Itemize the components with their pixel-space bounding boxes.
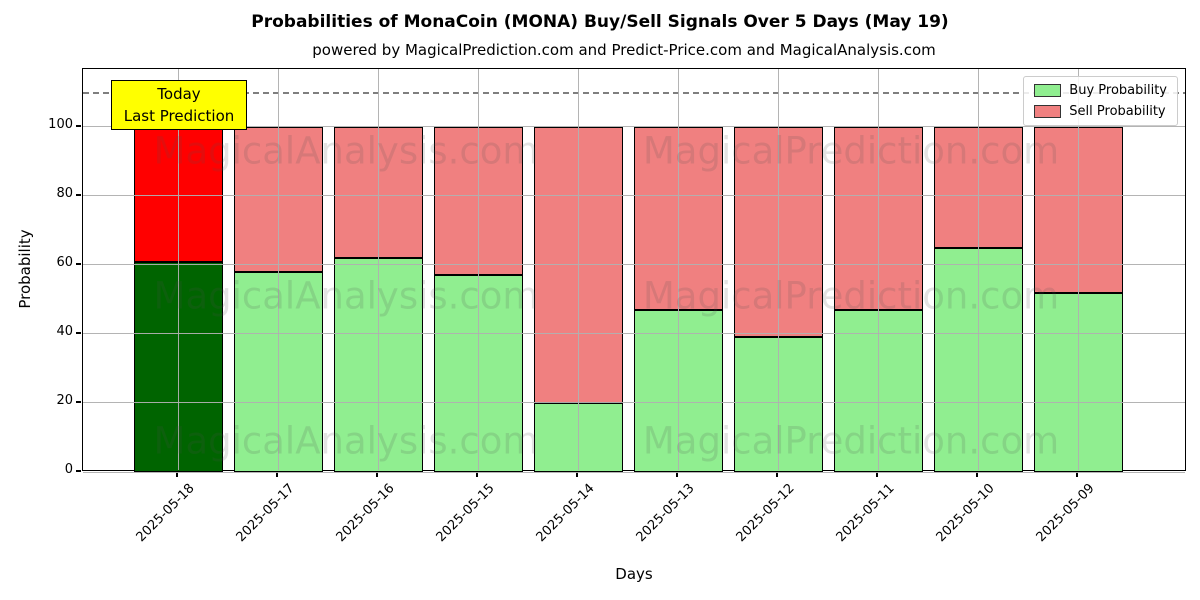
x-tick — [476, 472, 478, 477]
plot-area: Buy Probability Sell Probability Today L… — [82, 68, 1186, 473]
x-tick-label: 2025-05-18 — [133, 481, 198, 546]
x-tick — [276, 472, 278, 477]
gridline-x — [177, 69, 179, 470]
y-tick-label: 60 — [56, 254, 73, 270]
today-annotation: Today Last Prediction — [111, 80, 247, 130]
y-tick — [76, 332, 81, 334]
annotation-line2: Last Prediction — [123, 107, 235, 125]
sell-swatch-icon — [1034, 105, 1062, 118]
gridline-x — [777, 69, 779, 470]
y-tick — [76, 263, 81, 265]
x-tick-label: 2025-05-15 — [433, 481, 498, 546]
gridline-y — [83, 333, 1185, 335]
gridline-x — [377, 69, 379, 470]
y-tick — [76, 401, 81, 403]
watermark-text: MagicalAnalysis.com — [153, 274, 539, 318]
gridline-x — [977, 69, 979, 470]
x-tick-label: 2025-05-17 — [233, 481, 298, 546]
gridline-x — [877, 69, 879, 470]
x-tick — [876, 472, 878, 477]
buy-swatch-icon — [1034, 84, 1062, 97]
x-tick-label: 2025-05-13 — [633, 481, 698, 546]
x-tick-label: 2025-05-10 — [933, 481, 998, 546]
watermark-text: MagicalPrediction.com — [642, 129, 1060, 173]
chart-title: Probabilities of MonaCoin (MONA) Buy/Sel… — [251, 12, 949, 32]
y-tick-label: 0 — [64, 462, 73, 477]
legend-item-sell: Sell Probability — [1034, 104, 1167, 119]
y-tick-label: 100 — [48, 116, 73, 132]
watermark-text: MagicalPrediction.com — [642, 274, 1060, 318]
legend-label-buy: Buy Probability — [1069, 83, 1167, 98]
x-tick — [576, 472, 578, 477]
gridline-y — [83, 126, 1185, 128]
annotation-line1: Today — [157, 85, 201, 103]
gridline-y — [83, 195, 1185, 197]
x-tick — [376, 472, 378, 477]
y-tick-label: 40 — [56, 323, 73, 339]
gridline-x — [477, 69, 479, 470]
watermark-text: MagicalAnalysis.com — [153, 419, 539, 463]
gridline-x — [277, 69, 279, 470]
y-tick-label: 20 — [56, 392, 73, 408]
gridline-x — [1077, 69, 1079, 470]
legend-label-sell: Sell Probability — [1069, 104, 1166, 119]
legend: Buy Probability Sell Probability — [1023, 76, 1178, 126]
x-tick-label: 2025-05-16 — [333, 481, 398, 546]
gridline-y — [83, 264, 1185, 266]
y-tick-label: 80 — [56, 185, 73, 201]
x-tick — [776, 472, 778, 477]
watermark-text: MagicalAnalysis.com — [153, 129, 539, 173]
x-tick — [676, 472, 678, 477]
x-tick — [176, 472, 178, 477]
gridline-y — [83, 471, 1185, 473]
x-tick-label: 2025-05-11 — [833, 481, 898, 546]
watermark-text: MagicalPrediction.com — [642, 419, 1060, 463]
legend-item-buy: Buy Probability — [1034, 83, 1167, 98]
chart-subtitle: powered by MagicalPrediction.com and Pre… — [312, 41, 936, 59]
x-axis-label: Days — [615, 565, 653, 583]
x-tick — [1076, 472, 1078, 477]
y-tick — [76, 470, 81, 472]
gridline-y — [83, 402, 1185, 404]
gridline-x — [677, 69, 679, 470]
gridline-x — [577, 69, 579, 470]
dashed-threshold-line — [83, 92, 1185, 94]
x-tick-label: 2025-05-12 — [733, 481, 798, 546]
x-tick-label: 2025-05-14 — [533, 481, 598, 546]
x-tick-label: 2025-05-09 — [1033, 481, 1098, 546]
y-tick — [76, 125, 81, 127]
x-tick — [976, 472, 978, 477]
y-tick — [76, 194, 81, 196]
